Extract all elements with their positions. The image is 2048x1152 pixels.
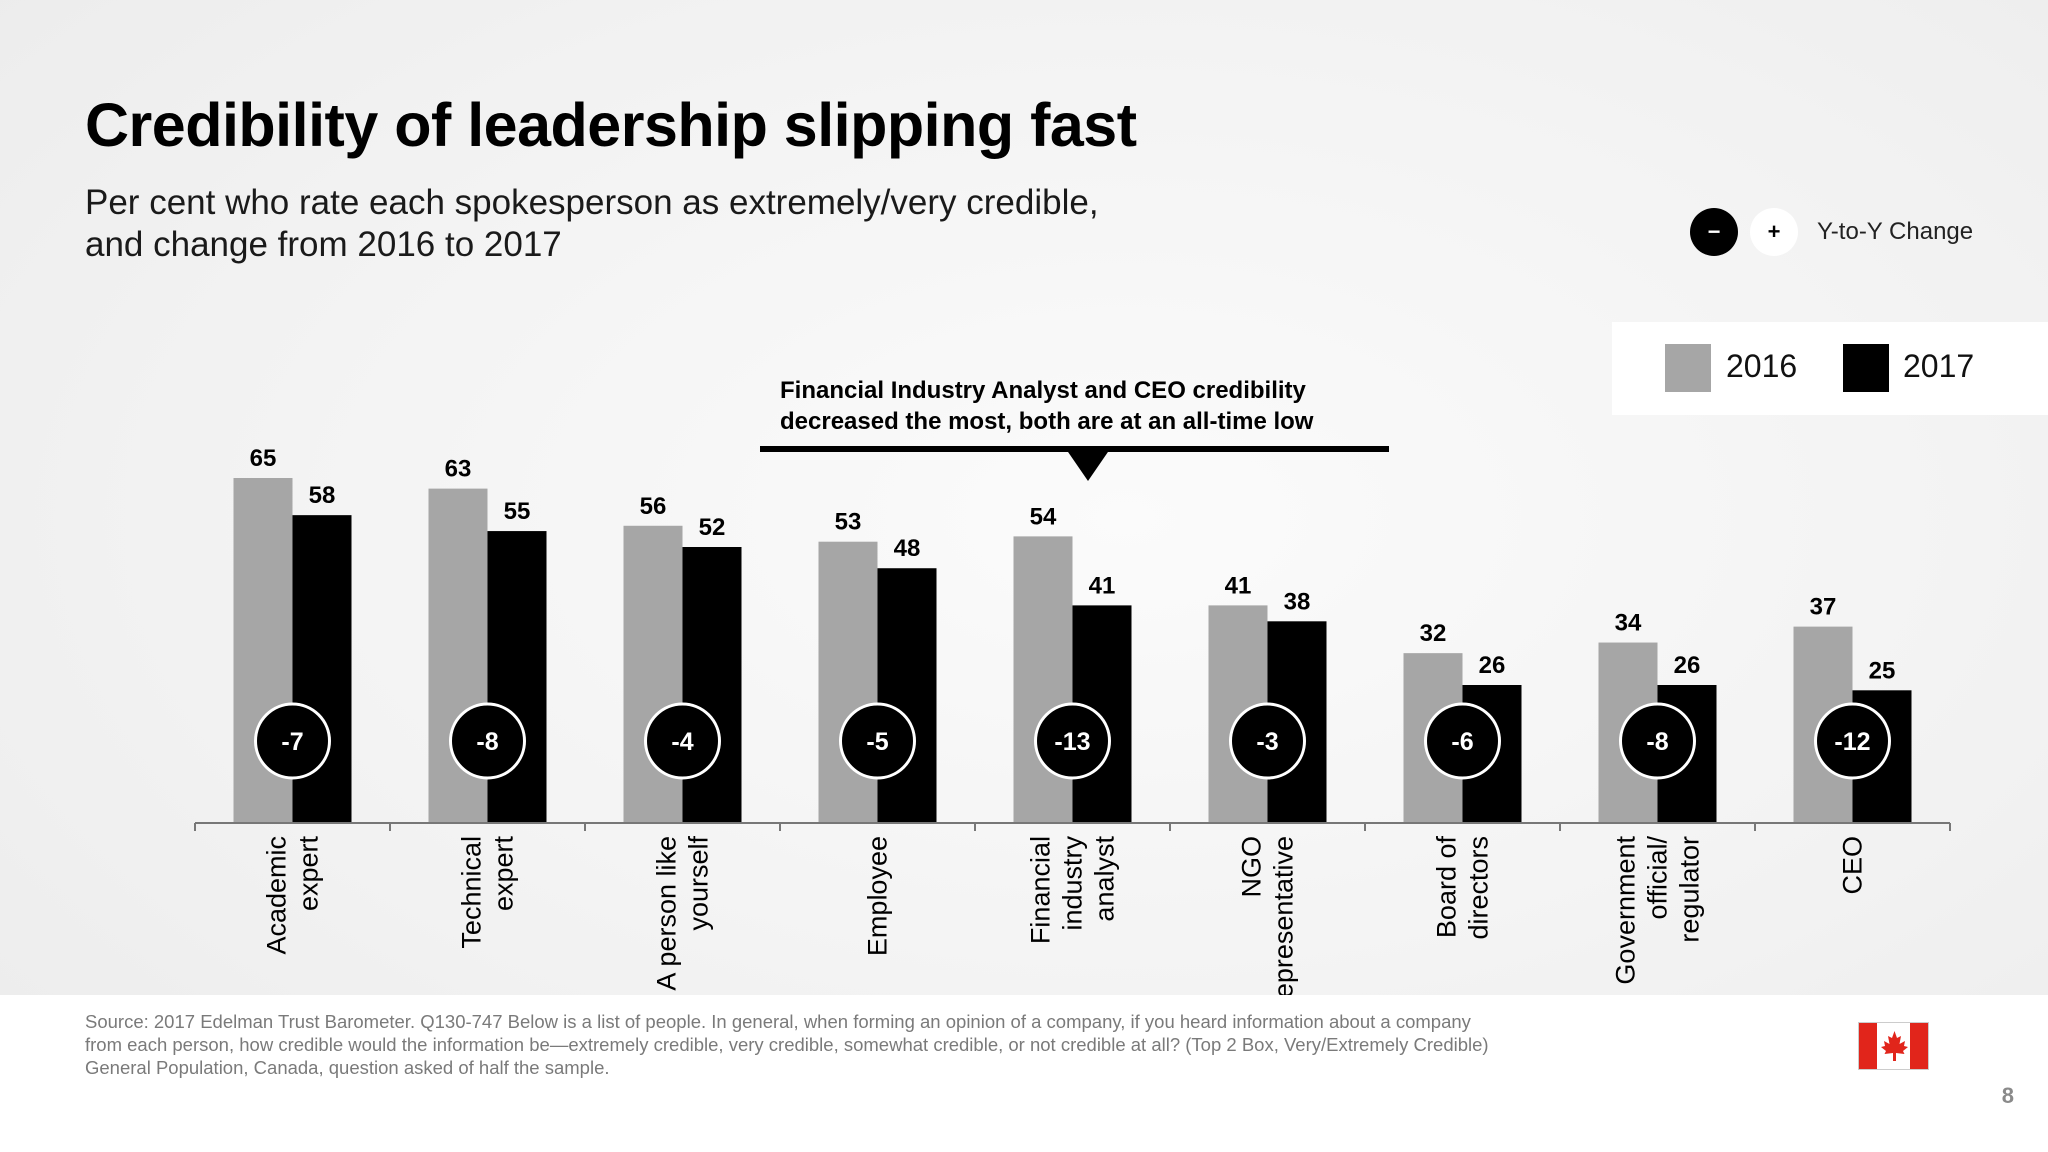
change-label-2: -4 xyxy=(671,728,693,756)
bars-layer: 65 58 -7 63 55 -8 56 52 -4 53 48 -5 54 41 -13 41 38 -3 32 2… xyxy=(233,445,1912,823)
category-label-2: A person like yourself xyxy=(652,836,714,991)
annotation-line-2: decreased the most, both are at an all-t… xyxy=(780,408,1314,435)
bar-2017-3 xyxy=(877,568,937,823)
data-label-2016-6: 32 xyxy=(1420,620,1447,647)
canada-flag-icon xyxy=(1858,1022,1929,1070)
change-label-8: -12 xyxy=(1834,728,1870,756)
category-label-4-line-0: Financial xyxy=(1026,836,1056,944)
change-badge-8 xyxy=(1814,702,1891,780)
data-label-2017-6: 26 xyxy=(1479,652,1506,679)
category-label-5: NGO representative xyxy=(1237,836,1299,995)
data-label-2017-7: 26 xyxy=(1674,652,1701,679)
category-label-2-line-1: yourself xyxy=(684,836,714,931)
data-label-2016-2: 56 xyxy=(640,493,667,520)
data-label-2017-8: 25 xyxy=(1869,657,1896,684)
bar-2017-2 xyxy=(682,547,742,823)
category-label-0: Academic expert xyxy=(262,836,324,955)
legend-swatch-2016 xyxy=(1665,344,1711,392)
category-label-4-line-2: analyst xyxy=(1090,836,1120,922)
data-label-2017-3: 48 xyxy=(894,535,921,562)
category-label-3-line-0: Employee xyxy=(863,836,893,956)
yoy-change-label: Y-to-Y Change xyxy=(1817,218,1974,245)
category-label-1-line-0: Technical xyxy=(457,836,487,949)
data-label-2016-3: 53 xyxy=(835,509,862,536)
category-label-3: Employee xyxy=(863,836,893,956)
category-label-5-line-0: NGO xyxy=(1237,836,1267,898)
category-label-8: CEO xyxy=(1838,836,1868,895)
change-badge-5 xyxy=(1229,702,1306,780)
source-note: Source: 2017 Edelman Trust Barometer. Q1… xyxy=(85,1011,1489,1078)
data-label-2016-5: 41 xyxy=(1225,572,1252,599)
annotation-line-1: Financial Industry Analyst and CEO credi… xyxy=(780,377,1307,404)
annotation-callout: Financial Industry Analyst and CEO credi… xyxy=(760,377,1389,481)
plus-circle-icon: + xyxy=(1750,208,1798,256)
change-label-7: -8 xyxy=(1646,728,1668,756)
change-badge-2 xyxy=(644,702,721,780)
category-label-0-line-0: Academic xyxy=(262,836,292,955)
category-label-5-line-1: representative xyxy=(1269,836,1299,995)
minus-circle-icon: − xyxy=(1690,208,1738,256)
data-label-2016-7: 34 xyxy=(1615,610,1642,637)
change-label-3: -5 xyxy=(866,728,888,756)
subtitle-line-2: and change from 2016 to 2017 xyxy=(85,225,562,264)
category-label-1: Technical expert xyxy=(457,836,519,949)
data-label-2017-5: 38 xyxy=(1284,588,1311,615)
change-label-1: -8 xyxy=(476,728,498,756)
change-badge-0 xyxy=(254,702,331,780)
subtitle-line-1: Per cent who rate each spokesperson as e… xyxy=(85,183,1099,222)
legend-label-2016: 2016 xyxy=(1726,348,1798,384)
category-label-0-line-1: expert xyxy=(294,836,324,912)
page-number: 8 xyxy=(2001,1083,2014,1108)
ticks-layer: Academic expert Technical expert A person li… xyxy=(194,823,1951,995)
data-label-2017-1: 55 xyxy=(504,498,531,525)
category-label-4-line-1: industry xyxy=(1058,836,1088,931)
change-badge-6 xyxy=(1424,702,1501,780)
category-label-8-line-0: CEO xyxy=(1838,836,1868,895)
category-label-1-line-1: expert xyxy=(489,836,519,912)
category-label-6-line-0: Board of xyxy=(1432,836,1462,939)
page-title: Credibility of leadership slipping fast xyxy=(85,91,1137,159)
change-label-4: -13 xyxy=(1054,728,1090,756)
legend-swatch-2017 xyxy=(1843,344,1889,392)
change-badge-3 xyxy=(839,702,916,780)
data-label-2017-4: 41 xyxy=(1089,572,1116,599)
category-label-7-line-2: regulator xyxy=(1675,836,1705,943)
data-label-2017-0: 58 xyxy=(309,482,336,509)
category-label-6: Board of directors xyxy=(1432,836,1494,940)
category-label-6-line-1: directors xyxy=(1464,836,1494,940)
data-label-2017-2: 52 xyxy=(699,514,726,541)
category-label-2-line-0: A person like xyxy=(652,836,682,991)
data-label-2016-0: 65 xyxy=(250,445,277,472)
data-label-2016-1: 63 xyxy=(445,456,472,483)
change-badge-7 xyxy=(1619,702,1696,780)
category-label-4: Financial industry analyst xyxy=(1026,836,1120,945)
change-badge-4 xyxy=(1034,702,1111,780)
change-label-0: -7 xyxy=(281,728,303,756)
footer: Source: 2017 Edelman Trust Barometer. Q1… xyxy=(0,995,2048,1152)
series-legend: 2016 2017 xyxy=(1612,322,2048,415)
legend-label-2017: 2017 xyxy=(1903,348,1975,384)
bar-2016-4 xyxy=(1013,536,1073,823)
data-label-2016-8: 37 xyxy=(1810,594,1837,621)
bar-2016-3 xyxy=(818,541,878,823)
category-label-7: Government official/regulator xyxy=(1611,836,1705,985)
page-subtitle: Per cent who rate each spokesperson as e… xyxy=(85,182,1185,266)
bar-2017-1 xyxy=(487,531,547,823)
data-label-2016-4: 54 xyxy=(1030,503,1057,530)
change-label-6: -6 xyxy=(1451,728,1473,756)
change-badge-1 xyxy=(449,702,526,780)
annotation-pointer-icon xyxy=(1066,449,1110,481)
bar-chart: 65 58 -7 63 55 -8 56 52 -4 53 48 -5 54 41 -13 41 38 -3 32 2… xyxy=(194,377,1951,995)
category-label-7-line-0: Government xyxy=(1611,836,1641,985)
category-label-7-line-1: official/ xyxy=(1643,836,1673,920)
change-label-5: -3 xyxy=(1256,728,1278,756)
